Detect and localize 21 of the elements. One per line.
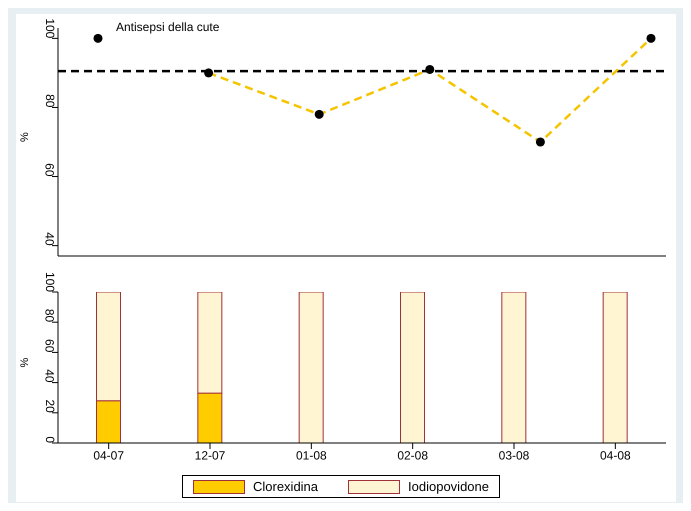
y-tick-label: 100 [42, 18, 57, 39]
y-tick-label: 0 [42, 436, 57, 444]
y-tick-label: 60 [42, 163, 57, 177]
x-tick-label: 02-08 [397, 448, 428, 463]
x-tick-label: 04-07 [93, 448, 124, 463]
y-tick-label: 20 [42, 399, 57, 414]
y-tick-label: 40 [42, 369, 57, 383]
y-axis-title: % [18, 358, 31, 368]
y-axis-title: % [18, 132, 31, 142]
annotation: Antisepsi della cute [116, 20, 220, 34]
x-tick-label: 01-08 [296, 448, 327, 463]
y-tick-label: 60 [42, 339, 57, 353]
y-tick-label: 100 [42, 272, 57, 292]
legend-label: Iodiopovidone [408, 479, 489, 494]
x-tick-label: 12-07 [194, 448, 226, 463]
y-tick-label: 40 [42, 232, 57, 246]
x-tick-label: 04-08 [600, 448, 631, 463]
x-tick-label: 03-08 [498, 448, 530, 463]
legend-label: Clorexidina [252, 479, 318, 494]
y-tick-label: 80 [42, 94, 57, 108]
y-tick-label: 80 [42, 308, 57, 323]
